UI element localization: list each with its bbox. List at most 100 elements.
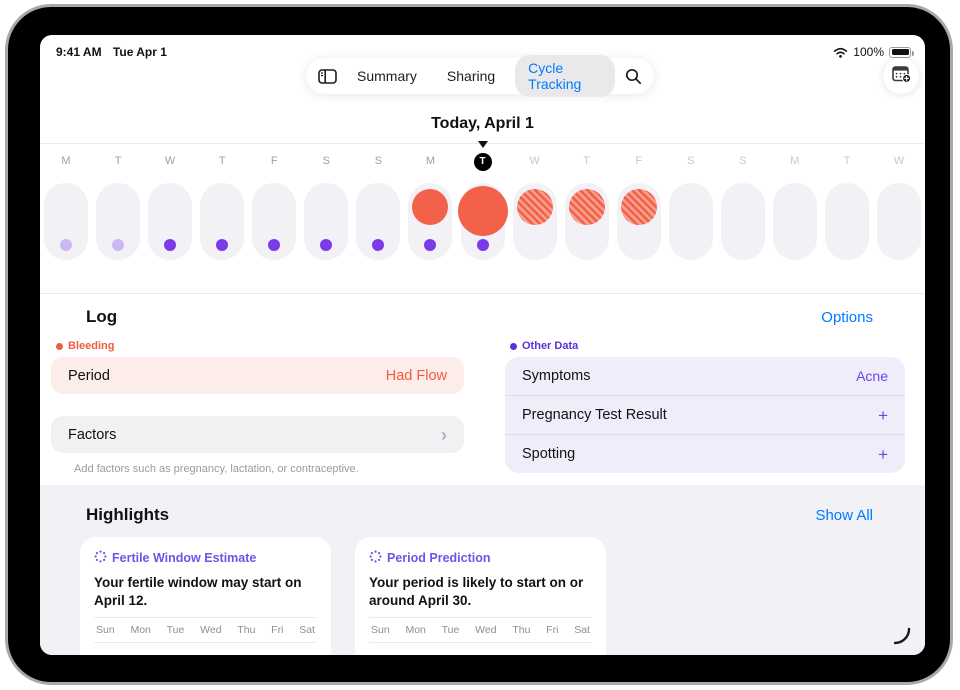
- day-cell[interactable]: [720, 183, 765, 260]
- period-label: Period: [68, 367, 110, 384]
- logged-data-dot-icon: [164, 239, 177, 251]
- divider: [40, 293, 925, 294]
- show-all-link[interactable]: Show All: [815, 507, 873, 524]
- day-cell[interactable]: [408, 183, 453, 260]
- day-cell[interactable]: [512, 183, 557, 260]
- screen-corner-mark: [893, 627, 911, 650]
- day-letter: F: [270, 155, 278, 167]
- day-column[interactable]: S: [354, 151, 402, 260]
- tab-sharing[interactable]: Sharing: [446, 68, 496, 84]
- log-section-title: Log: [86, 307, 118, 326]
- day-column[interactable]: F: [250, 151, 298, 260]
- card-title: Fertile Window Estimate: [112, 551, 257, 565]
- logged-data-dot-icon: [424, 239, 437, 251]
- factors-row[interactable]: Factors ›: [51, 416, 464, 453]
- pregnancy-test-row[interactable]: Pregnancy Test Result +: [505, 395, 905, 434]
- day-column[interactable]: S: [719, 151, 767, 260]
- add-icon[interactable]: +: [878, 444, 888, 464]
- day-column[interactable]: F: [615, 151, 663, 260]
- day-cell[interactable]: [252, 183, 297, 260]
- logged-data-dot-icon: [216, 239, 229, 251]
- factors-label: Factors: [68, 426, 117, 443]
- day-cell[interactable]: [356, 183, 401, 260]
- day-cell[interactable]: [824, 183, 869, 260]
- predicted-period-icon: [568, 189, 605, 225]
- day-column[interactable]: W: [511, 151, 559, 260]
- other-data-card: Symptoms Acne Pregnancy Test Result + Sp…: [505, 357, 905, 473]
- search-icon[interactable]: [625, 68, 642, 85]
- weekday-label: Sun: [96, 623, 115, 636]
- day-cell[interactable]: [200, 183, 245, 260]
- period-prediction-card[interactable]: Period Prediction Your period is likely …: [355, 537, 606, 655]
- symptoms-row[interactable]: Symptoms Acne: [505, 357, 905, 395]
- day-cell[interactable]: [877, 183, 921, 260]
- day-column[interactable]: T: [198, 151, 246, 260]
- day-column[interactable]: T: [823, 151, 871, 260]
- other-data-label: Other Data: [510, 340, 578, 352]
- day-cell[interactable]: [44, 183, 88, 260]
- today-heading: Today, April 1: [431, 115, 534, 132]
- add-cycle-log-button[interactable]: [883, 58, 919, 94]
- day-cell[interactable]: [148, 183, 193, 260]
- card-body: Your fertile window may start on April 1…: [94, 575, 302, 608]
- day-column[interactable]: T: [563, 151, 611, 260]
- symptoms-value: Acne: [856, 368, 888, 384]
- tab-cycle-tracking[interactable]: Cycle Tracking: [515, 55, 615, 97]
- day-column[interactable]: W: [146, 151, 194, 260]
- day-letter: M: [61, 155, 71, 167]
- day-cell[interactable]: [96, 183, 141, 260]
- spotting-row[interactable]: Spotting +: [505, 434, 905, 473]
- day-letter: M: [425, 155, 436, 167]
- weekday-row: Sun Mon Tue Wed Thu Fri Sat: [369, 616, 592, 643]
- battery-percent: 100%: [853, 45, 884, 59]
- day-letter: T: [114, 155, 122, 167]
- options-link[interactable]: Options: [821, 309, 873, 326]
- weekday-label: Thu: [512, 623, 531, 636]
- day-column[interactable]: M: [771, 151, 819, 260]
- predicted-period-icon: [620, 189, 657, 225]
- highlights-title: Highlights: [86, 505, 170, 524]
- status-date: Tue Apr 1: [112, 45, 167, 59]
- logged-data-dot-icon: [112, 239, 125, 251]
- day-cell[interactable]: [772, 183, 817, 260]
- highlights-section: Highlights Show All Fertile Window Estim…: [40, 485, 925, 655]
- weekday-label: Sat: [574, 623, 590, 636]
- nav-bar: Summary Sharing Cycle Tracking: [306, 55, 654, 97]
- period-row[interactable]: Period Had Flow: [51, 357, 464, 394]
- day-letter: T: [843, 155, 851, 167]
- day-letter: S: [739, 155, 747, 167]
- day-column[interactable]: M: [42, 151, 90, 260]
- pregnancy-test-label: Pregnancy Test Result: [522, 407, 667, 423]
- factors-caption: Add factors such as pregnancy, lactation…: [74, 463, 359, 475]
- chevron-right-icon: ›: [441, 424, 447, 445]
- weekday-label: Mon: [405, 623, 426, 636]
- day-cell[interactable]: [457, 183, 508, 260]
- day-cell[interactable]: [668, 183, 713, 260]
- weekday-row: Sun Mon Tue Wed Thu Fri Sat: [94, 616, 317, 643]
- day-cell[interactable]: [616, 183, 661, 260]
- calendar-add-icon: [891, 65, 911, 88]
- weekday-label: Wed: [200, 623, 222, 636]
- tab-summary[interactable]: Summary: [357, 68, 417, 84]
- fertile-window-card[interactable]: Fertile Window Estimate Your fertile win…: [80, 537, 331, 655]
- day-cell[interactable]: [564, 183, 609, 260]
- day-letter: W: [529, 155, 540, 167]
- status-bar: 9:41 AM Tue Apr 1 100%: [56, 43, 914, 61]
- bleeding-dot-icon: [56, 342, 63, 350]
- day-cell[interactable]: [304, 183, 349, 260]
- day-column[interactable]: S: [302, 151, 350, 260]
- weekday-label: Fri: [546, 623, 559, 636]
- day-column[interactable]: S: [667, 151, 715, 260]
- day-column[interactable]: T: [457, 141, 508, 260]
- sidebar-toggle-icon[interactable]: [318, 68, 337, 84]
- day-column[interactable]: T: [94, 151, 142, 260]
- add-icon[interactable]: +: [878, 405, 888, 425]
- day-column[interactable]: M: [406, 151, 454, 260]
- bleeding-label: Bleeding: [56, 340, 114, 352]
- day-letter: F: [635, 155, 643, 167]
- day-column[interactable]: W: [875, 151, 923, 260]
- logged-data-dot-icon: [372, 239, 385, 251]
- symptoms-label: Symptoms: [522, 368, 591, 384]
